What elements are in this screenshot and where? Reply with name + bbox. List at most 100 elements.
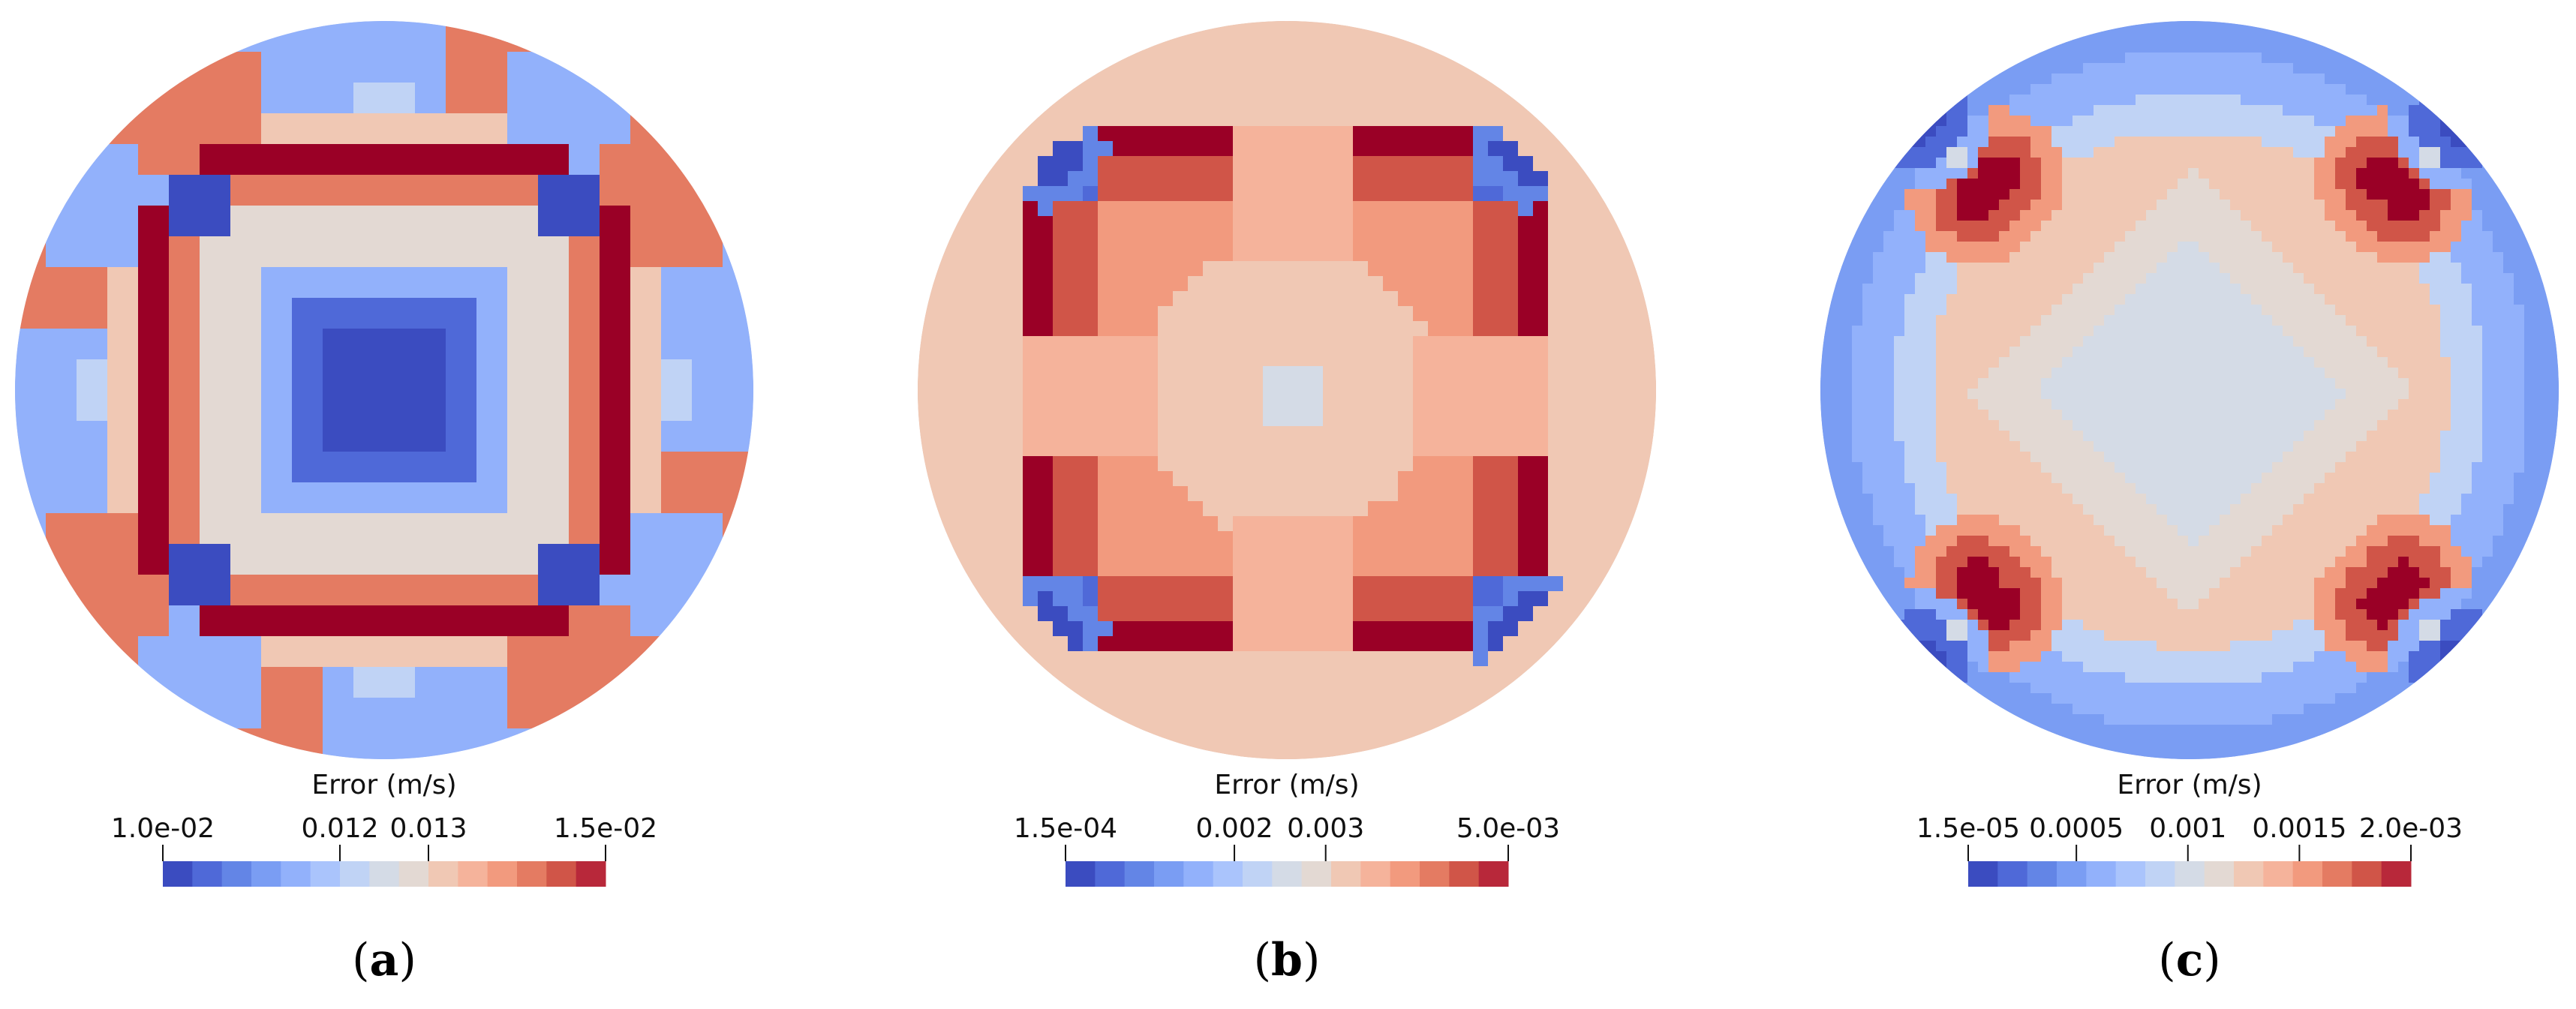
panel-c-cell xyxy=(2409,389,2420,400)
panel-c-cell xyxy=(2146,168,2157,179)
panel-b-cell xyxy=(1173,651,1189,667)
panel-a-cell xyxy=(261,452,293,483)
panel-c-cell xyxy=(2115,305,2126,316)
panel-c-cell xyxy=(2209,95,2220,106)
panel-b-cell xyxy=(1458,381,1474,397)
panel-a-cell xyxy=(384,605,416,637)
panel-b-cell xyxy=(1548,306,1564,322)
panel-a-cell xyxy=(476,113,508,145)
panel-c-cell xyxy=(2262,410,2273,421)
panel-b-cell xyxy=(1248,621,1264,637)
panel-a-cell xyxy=(46,267,77,299)
panel-b-cell xyxy=(1218,426,1234,442)
panel-b-cell xyxy=(1548,201,1564,217)
panel-c-cell xyxy=(2430,284,2441,295)
panel-b-cell xyxy=(1608,291,1624,307)
panel-c-cell xyxy=(1894,242,1905,253)
panel-c-cell xyxy=(1852,315,1863,326)
panel-b-cell xyxy=(1518,441,1534,457)
panel-b-cell xyxy=(1023,576,1039,592)
panel-c-cell xyxy=(2209,294,2220,305)
panel-b-cell xyxy=(1608,351,1624,367)
panel-c-cell xyxy=(2346,210,2357,221)
panel-c-cell xyxy=(2440,273,2451,284)
panel-b-cell xyxy=(1428,396,1444,412)
panel-c-cell xyxy=(1978,347,1989,358)
panel-c-cell xyxy=(2272,21,2283,32)
panel-c-cell xyxy=(2503,431,2514,442)
panel-c-cell xyxy=(1936,105,1947,116)
panel-b-cell xyxy=(1473,666,1489,682)
panel-c-cell xyxy=(2451,399,2462,410)
panel-c-cell xyxy=(2419,116,2430,127)
panel-c-cell xyxy=(2020,63,2031,74)
panel-c-cell xyxy=(2146,116,2157,127)
panel-a-cell xyxy=(292,482,323,514)
panel-c-cell xyxy=(2503,410,2514,421)
panel-b-cell xyxy=(1548,441,1564,457)
panel-b-cell xyxy=(1503,231,1519,247)
panel-c-cell xyxy=(1862,200,1874,211)
panel-b-cell xyxy=(1413,516,1429,532)
panel-c-cell xyxy=(2188,420,2199,431)
panel-a-cell xyxy=(661,236,693,268)
panel-a-cell xyxy=(353,390,385,422)
panel-c-cell xyxy=(2377,168,2388,179)
panel-a-cell xyxy=(384,728,416,759)
panel-c-cell xyxy=(2335,431,2346,442)
panel-a-cell xyxy=(138,298,170,329)
panel-c-cell xyxy=(1925,399,1937,410)
panel-c-cell xyxy=(2146,368,2157,379)
panel-c-cell xyxy=(2503,305,2514,316)
panel-c-cell xyxy=(2104,336,2115,347)
panel-b-cell xyxy=(1368,201,1384,217)
panel-c-cell xyxy=(2545,347,2556,358)
panel-c-cell xyxy=(2335,74,2346,85)
panel-c-cell xyxy=(1936,263,1947,274)
panel-b-cell xyxy=(1038,516,1054,532)
panel-b-cell xyxy=(1083,321,1099,337)
panel-b-cell xyxy=(1293,546,1309,562)
panel-b-cell xyxy=(1008,531,1023,547)
panel-a-cell xyxy=(77,206,108,237)
panel-c-cell xyxy=(1957,410,1968,421)
panel-c-cell xyxy=(2325,32,2336,43)
panel-c-cell xyxy=(2398,263,2409,274)
panel-c-cell xyxy=(2009,315,2021,326)
panel-c-cell xyxy=(2535,420,2546,431)
panel-c-cell xyxy=(2346,189,2357,200)
panel-c-cell xyxy=(2556,294,2559,305)
panel-c-cell xyxy=(1999,242,2010,253)
panel-b-cell xyxy=(1218,306,1234,322)
panel-b-cell xyxy=(948,396,963,412)
panel-c-cell xyxy=(1852,231,1863,242)
panel-b-cell xyxy=(993,591,1008,607)
panel-a-cell xyxy=(15,452,47,483)
panel-b-cell xyxy=(1068,126,1084,142)
panel-a-cell xyxy=(661,175,693,206)
panel-b-cell xyxy=(1413,711,1429,727)
panel-c-cell xyxy=(2325,221,2336,232)
panel-a-cell xyxy=(476,482,508,514)
panel-a-cell xyxy=(415,636,446,668)
panel-c-cell xyxy=(2083,273,2094,284)
panel-c-cell xyxy=(2325,158,2336,169)
panel-b-cell xyxy=(1323,591,1339,607)
panel-b-cell xyxy=(1533,576,1549,592)
panel-c-cell xyxy=(2493,347,2504,358)
panel-c-cell xyxy=(1967,147,1979,158)
panel-b-cell xyxy=(1038,96,1054,112)
panel-c-cell xyxy=(2388,200,2399,211)
panel-b-cell xyxy=(1098,171,1114,187)
panel-b-cell xyxy=(1413,66,1429,82)
panel-c-cell xyxy=(1894,431,1905,442)
panel-a-cell xyxy=(46,359,77,391)
panel-c-cell xyxy=(2051,200,2063,211)
panel-c-cell xyxy=(2304,399,2315,410)
panel-c-cell xyxy=(2125,200,2136,211)
panel-c-cell xyxy=(2020,242,2031,253)
panel-b-cell xyxy=(1473,291,1489,307)
panel-b-cell xyxy=(1503,411,1519,427)
panel-c-cell xyxy=(2051,95,2063,106)
panel-c-cell xyxy=(2188,368,2199,379)
